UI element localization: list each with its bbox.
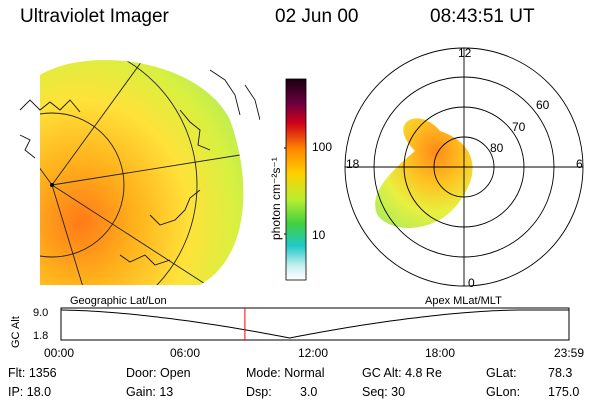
xtick-0600: 06:00 [170, 346, 201, 360]
lat-label-60: 60 [536, 98, 550, 112]
colorbar [284, 78, 307, 281]
info-glat-label: GLat: [486, 366, 517, 380]
instrument-title: Ultraviolet Imager [20, 6, 169, 27]
ytick-9: 9.0 [33, 307, 49, 319]
colorbar-tick-10: 10 [312, 228, 326, 242]
info-ip: IP: 18.0 [8, 385, 52, 399]
orbit-ylabel: GC Alt [10, 316, 22, 348]
xtick-1200: 12:00 [298, 346, 329, 360]
polar-emission-region [375, 118, 473, 228]
orbit-altitude-panel [60, 307, 570, 341]
info-door: Door: Open [126, 366, 191, 380]
mlt-label-0: 0 [468, 276, 475, 290]
colorbar-tick-100: 100 [312, 140, 333, 154]
info-seq: Seq: 30 [362, 385, 406, 399]
mlt-label-12: 12 [458, 46, 472, 60]
polar-plot [344, 47, 584, 287]
mlt-label-18: 18 [346, 157, 360, 171]
info-gain: Gain: 13 [126, 385, 174, 399]
lat-label-70: 70 [512, 120, 526, 134]
info-glat-value: 78.3 [548, 366, 573, 380]
xtick-0000: 00:00 [44, 346, 75, 360]
xtick-2359: 23:59 [554, 346, 585, 360]
orbit-right-title: Apex MLat/MLT [425, 295, 502, 307]
date-label: 02 Jun 00 [275, 6, 359, 27]
orbit-panel-frame [60, 307, 570, 341]
lat-label-80: 80 [490, 141, 504, 155]
altitude-curve [60, 309, 569, 339]
ytick-1-8: 1.8 [33, 330, 49, 342]
info-gc-alt: GC Alt: 4.8 Re [362, 366, 442, 380]
info-glon-value: 175.0 [548, 385, 580, 399]
uv-emission-region [40, 60, 244, 285]
info-dsp-value: 3.0 [300, 385, 318, 399]
pole-marker [50, 183, 54, 187]
time-label: 08:43:51 UT [430, 6, 535, 27]
info-flt: Flt: 1356 [8, 366, 57, 380]
geographic-map [19, 60, 260, 285]
xtick-1800: 18:00 [425, 346, 456, 360]
info-dsp-label: Dsp: [246, 385, 272, 399]
orbit-left-title: Geographic Lat/Lon [70, 295, 167, 307]
info-mode: Mode: Normal [246, 366, 325, 380]
mlt-label-6: 6 [576, 157, 583, 171]
colorbar-unit-label: photon cm⁻²s⁻¹ [269, 157, 283, 240]
info-glon-label: GLon: [486, 385, 521, 399]
